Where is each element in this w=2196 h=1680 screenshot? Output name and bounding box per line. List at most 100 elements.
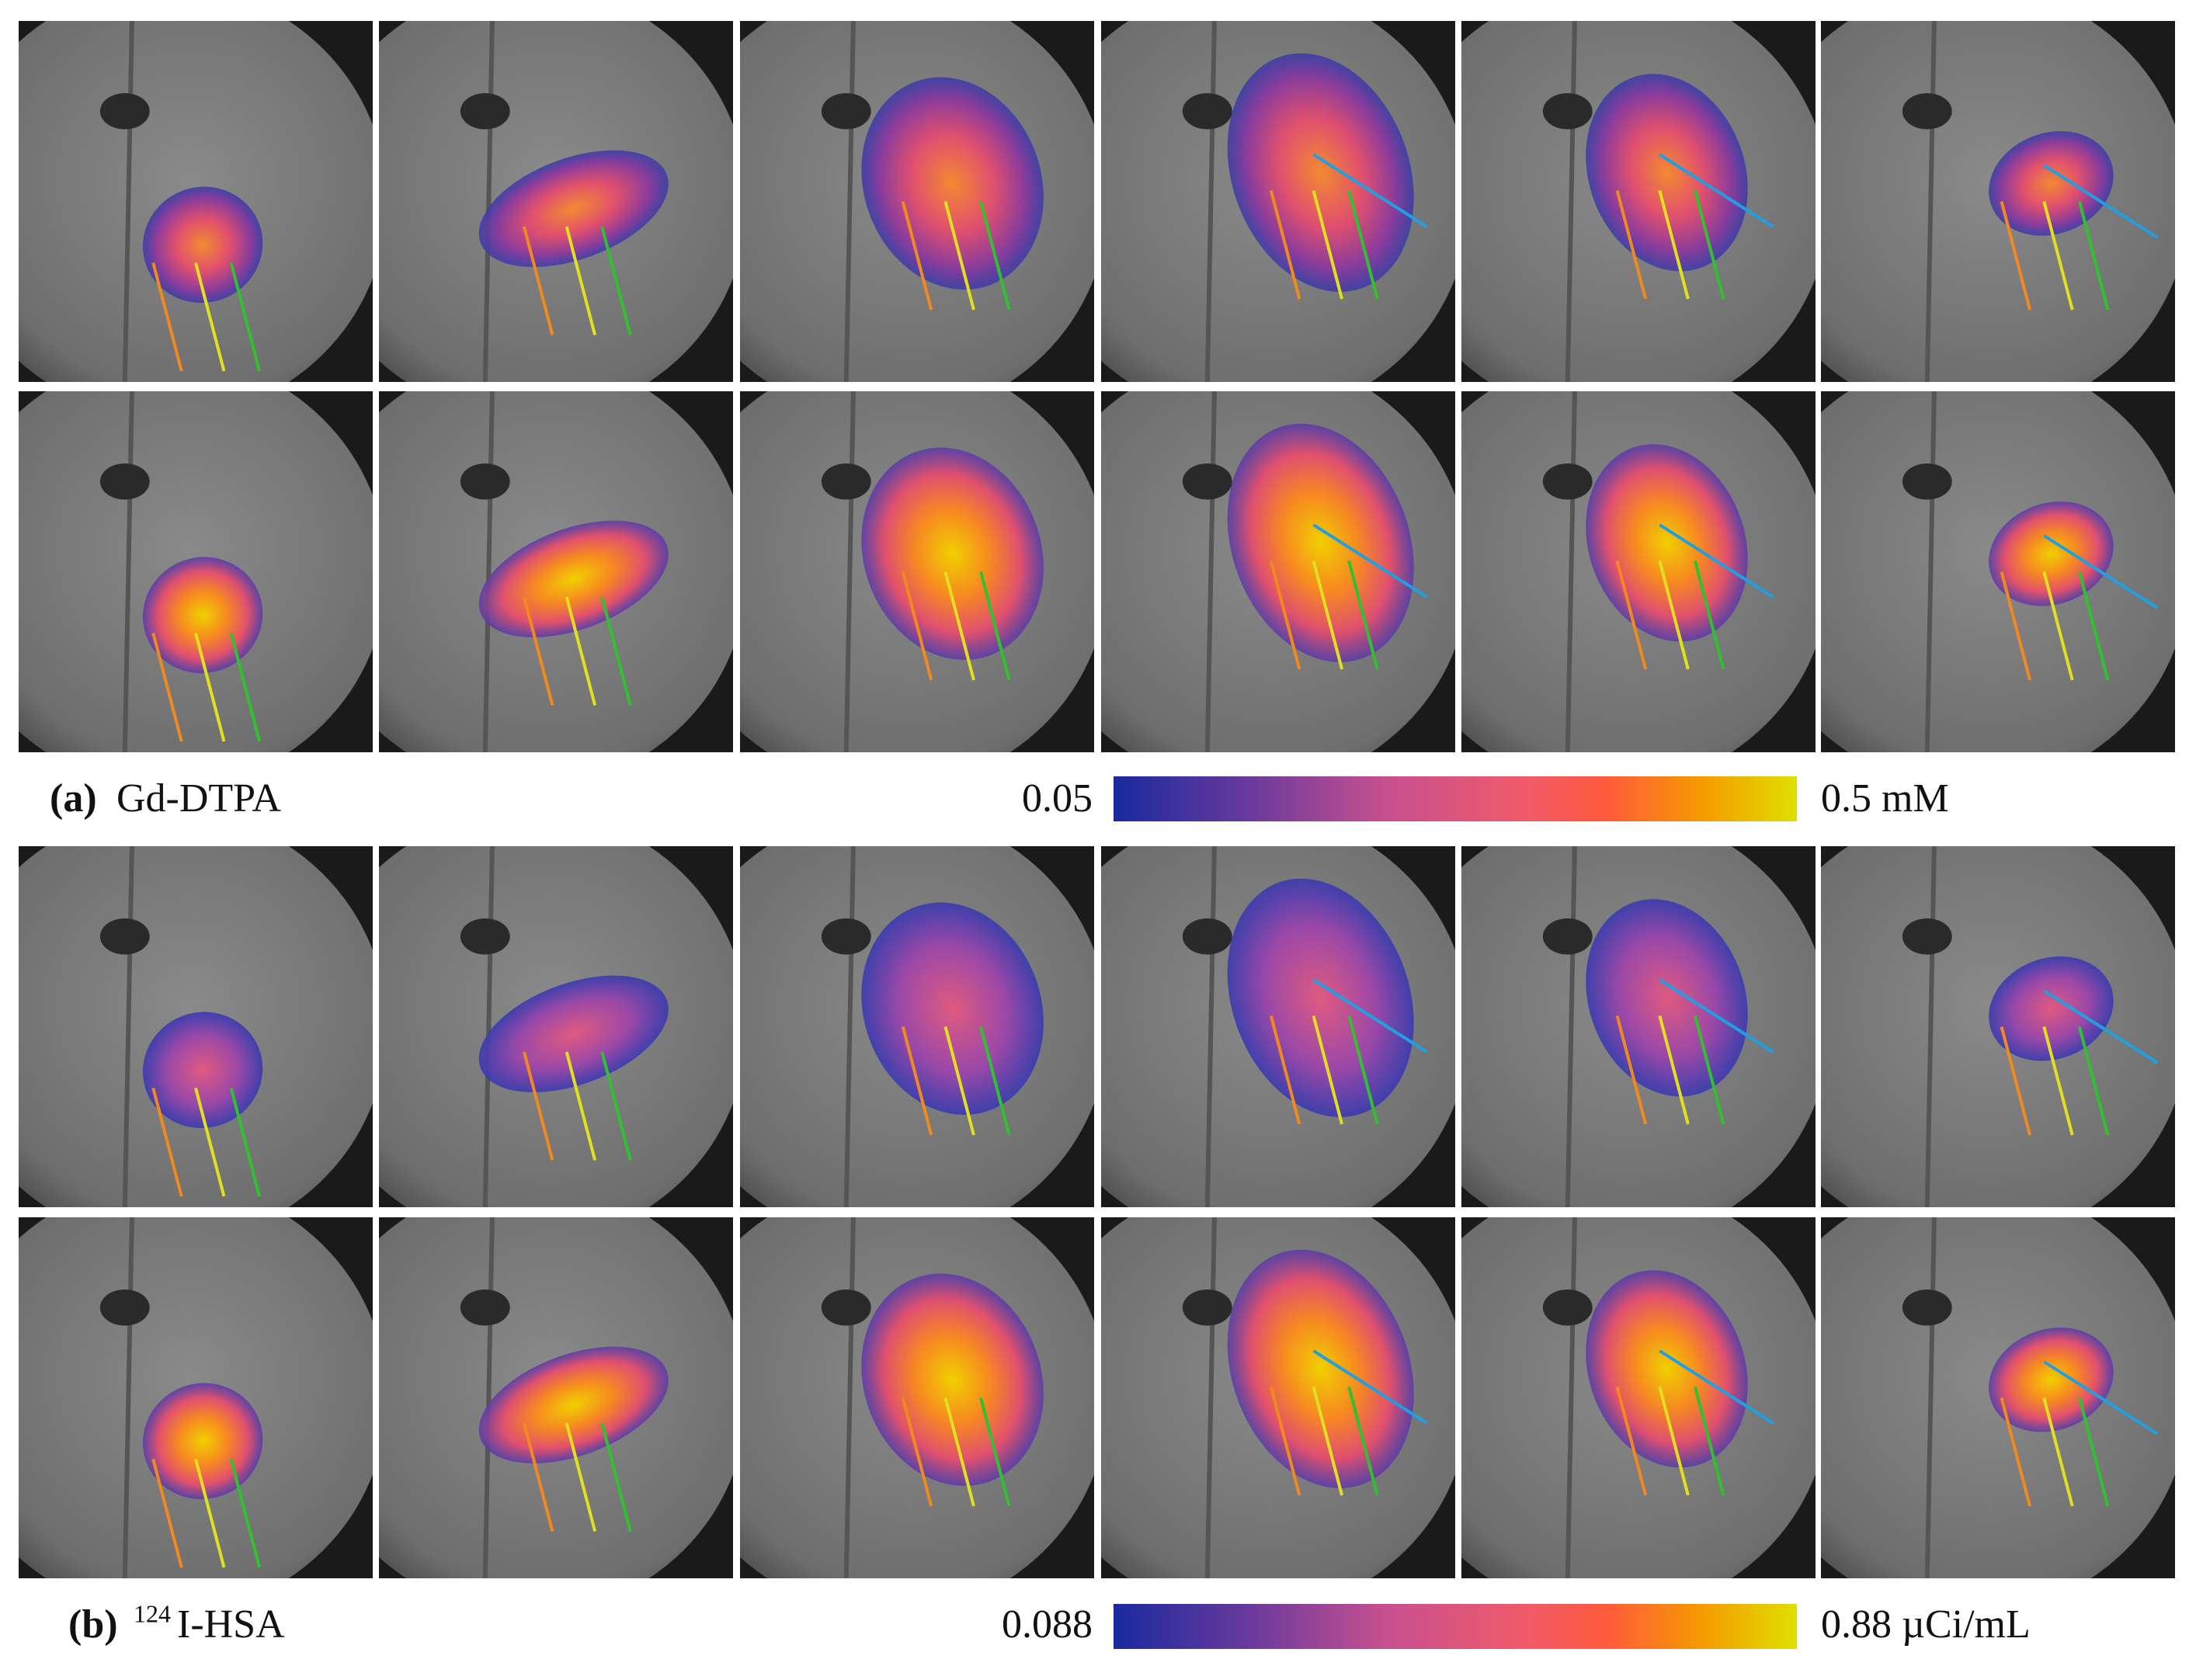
- midline: [1204, 846, 1217, 1207]
- mri-slice: [379, 21, 733, 382]
- mri-slice: [1821, 846, 2175, 1207]
- panel-superscript: 124: [134, 1599, 171, 1627]
- catheter-track: [1658, 561, 1690, 670]
- colorbar-max: 0.5 mM: [1821, 776, 1949, 821]
- tracer-distribution: [861, 902, 1044, 1116]
- slice-content: [1101, 1217, 1455, 1578]
- catheter-track: [1312, 1387, 1344, 1496]
- slice-content: [19, 21, 373, 382]
- ventricle: [821, 463, 871, 500]
- brain: [1821, 846, 2175, 1207]
- image-grid: [19, 21, 2175, 1578]
- mri-slice: [379, 1217, 733, 1578]
- ventricle: [1902, 93, 1952, 130]
- mri-slice: [1101, 846, 1455, 1207]
- catheter-track: [979, 571, 1011, 681]
- mri-slice: [379, 846, 733, 1207]
- catheter-track: [600, 226, 632, 336]
- slice-content: [1461, 1217, 1816, 1578]
- midline: [1204, 1217, 1217, 1578]
- brain: [1821, 1217, 2175, 1578]
- panel-label: (b): [68, 1602, 118, 1647]
- catheter-track: [1312, 978, 1428, 1053]
- mri-slice: [1461, 391, 1816, 752]
- catheter-track: [600, 1422, 632, 1532]
- mri-slice: [1101, 391, 1455, 752]
- catheter-track: [901, 1397, 933, 1507]
- mri-slice: [19, 391, 373, 752]
- catheter-track: [2000, 571, 2031, 681]
- catheter-track: [2077, 200, 2110, 311]
- catheter-track: [523, 1422, 554, 1532]
- midline: [482, 21, 495, 382]
- slice-content: [379, 1217, 733, 1578]
- catheter-track: [2043, 164, 2159, 239]
- ventricle: [821, 1290, 871, 1326]
- catheter-track: [2077, 571, 2110, 681]
- catheter-track: [229, 262, 262, 372]
- catheter-track: [2077, 1397, 2110, 1507]
- colorbar-min: 0.088: [1002, 1602, 1093, 1647]
- slice-content: [19, 846, 373, 1207]
- ventricle: [460, 1290, 510, 1326]
- mri-slice: [1821, 391, 2175, 752]
- catheter-track: [1269, 190, 1301, 300]
- midline: [1204, 21, 1217, 382]
- panel-name: Gd-DTPA: [116, 776, 281, 821]
- ventricle: [1542, 463, 1593, 500]
- catheter-track: [229, 1459, 262, 1568]
- catheter-track: [229, 633, 262, 742]
- panel-name: I-HSA: [177, 1602, 285, 1647]
- slice-content: [1461, 21, 1816, 382]
- midline: [1924, 391, 1937, 752]
- catheter-track: [565, 596, 597, 706]
- catheter-track: [194, 262, 226, 372]
- slice-content: [379, 846, 733, 1207]
- ventricle: [1902, 1290, 1952, 1326]
- catheter-track: [1347, 1387, 1379, 1496]
- catheter-track: [1347, 561, 1379, 670]
- ventricle: [1182, 93, 1232, 130]
- catheter-track: [1615, 561, 1648, 670]
- catheter-track: [1269, 1387, 1301, 1496]
- mri-slice: [1101, 1217, 1455, 1578]
- mri-slice: [740, 1217, 1094, 1578]
- mri-slice: [19, 846, 373, 1207]
- midline: [1924, 1217, 1937, 1578]
- tracer-distribution: [1227, 423, 1414, 662]
- ventricle: [821, 93, 871, 130]
- midline: [1204, 391, 1217, 752]
- midline: [843, 1217, 856, 1578]
- brain: [1821, 391, 2175, 752]
- catheter-track: [523, 226, 554, 336]
- catheter-track: [1312, 153, 1428, 228]
- catheter-track: [1658, 1015, 1690, 1125]
- mri-slice: [1821, 21, 2175, 382]
- catheter-track: [979, 1397, 1011, 1507]
- ventricle: [1542, 1290, 1593, 1326]
- slice-content: [1461, 391, 1816, 752]
- mri-slice: [19, 21, 373, 382]
- catheter-track: [2000, 200, 2031, 311]
- mri-slice: [740, 391, 1094, 752]
- catheter-track: [943, 1397, 975, 1507]
- mri-slice: [740, 846, 1094, 1207]
- midline: [1924, 846, 1937, 1207]
- catheter-track: [1615, 190, 1648, 300]
- catheter-track: [901, 200, 933, 311]
- ventricle: [460, 93, 510, 130]
- catheter-track: [194, 633, 226, 742]
- catheter-track: [565, 1051, 597, 1161]
- catheter-track: [1658, 1387, 1690, 1496]
- catheter-track: [1659, 978, 1774, 1053]
- midline: [843, 21, 856, 382]
- slice-content: [1821, 391, 2175, 752]
- midline: [122, 846, 134, 1207]
- slice-content: [19, 391, 373, 752]
- midline: [1565, 1217, 1577, 1578]
- catheter-track: [194, 1459, 226, 1568]
- midline: [1565, 21, 1577, 382]
- tracer-distribution: [861, 447, 1044, 661]
- ventricle: [1182, 918, 1232, 955]
- colorbar: [1114, 1604, 1797, 1649]
